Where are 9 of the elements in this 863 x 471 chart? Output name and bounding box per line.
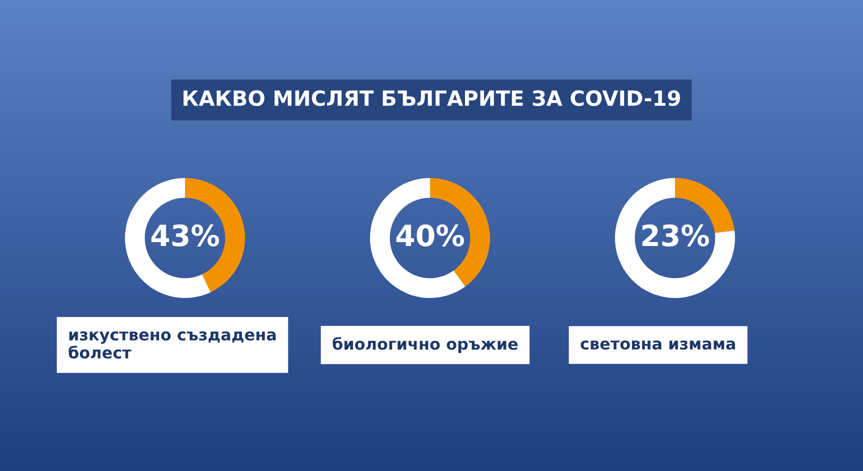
- donut-slice: [615, 178, 735, 298]
- data-label: 43%: [151, 224, 219, 246]
- text: световна измама: [580, 340, 736, 350]
- text: КАКВО МИСЛЯТ БЪЛГАРИТЕ ЗА COVID-19: [184, 90, 680, 106]
- data-label: 40%: [396, 224, 464, 246]
- donut-slice: [370, 178, 466, 298]
- text: изкуствено създадена болест: [68, 331, 276, 359]
- data-label: 23%: [642, 224, 709, 246]
- text: биологично оръжие: [332, 337, 518, 353]
